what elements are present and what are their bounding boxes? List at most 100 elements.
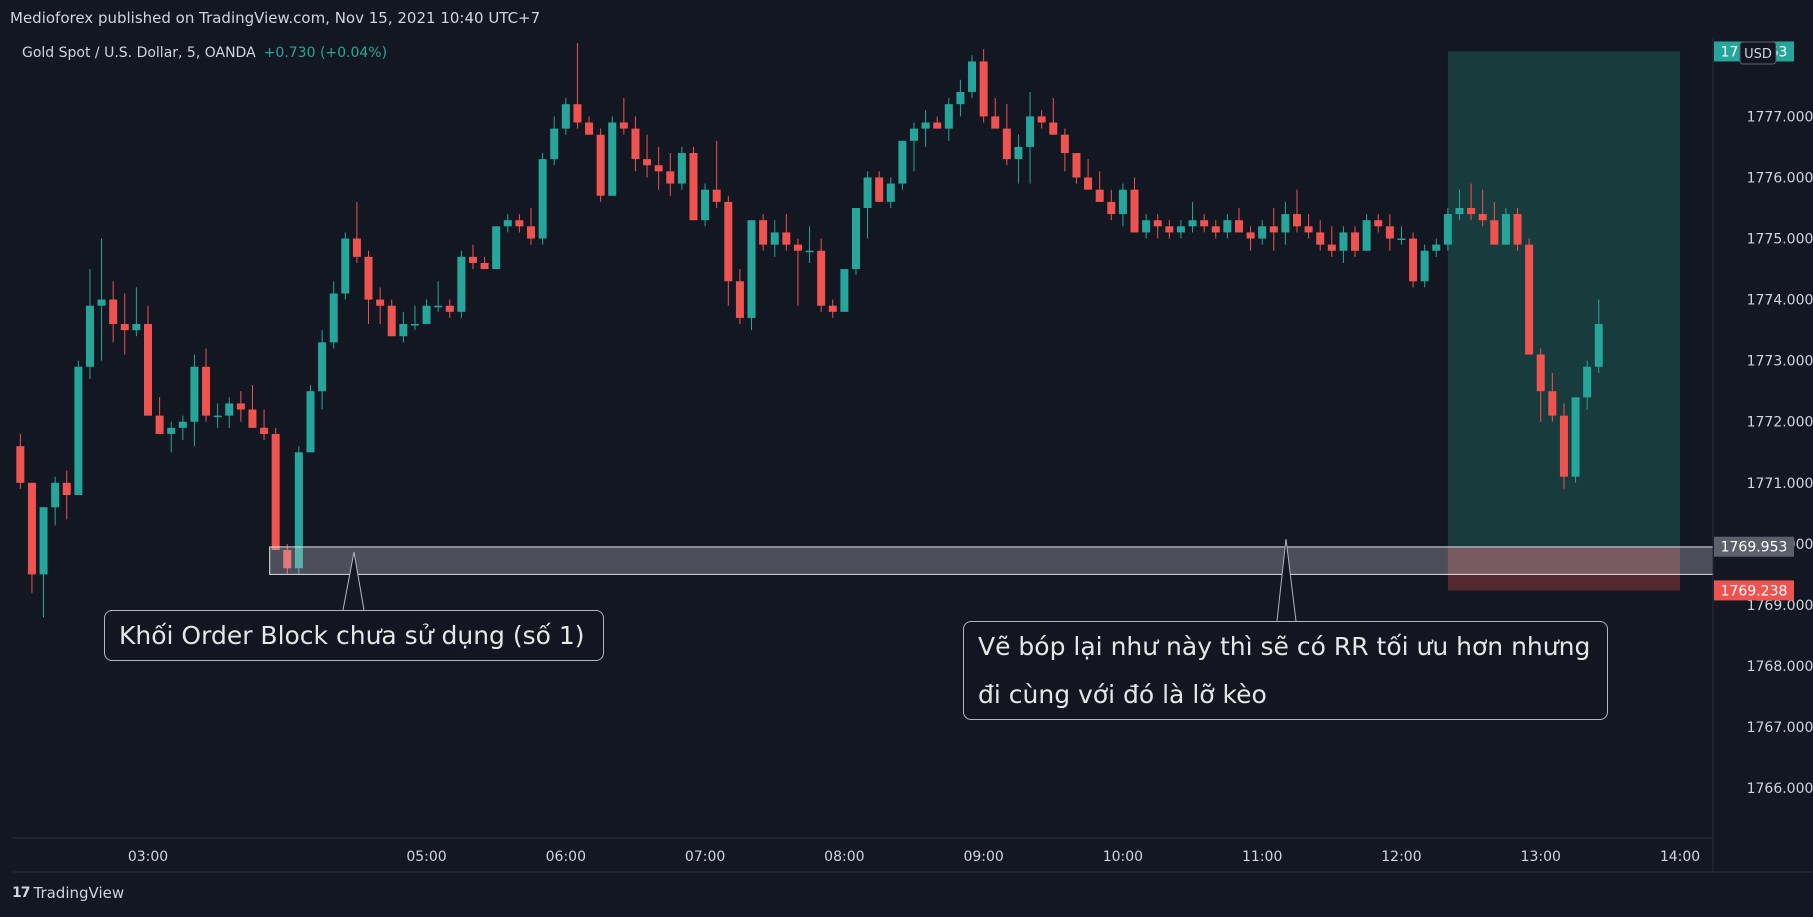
candle-body — [1107, 201, 1116, 215]
candle-down — [1490, 201, 1499, 245]
candle-down — [62, 470, 71, 520]
candle-body — [886, 183, 895, 202]
candle-body — [793, 244, 802, 251]
candle-down — [1049, 98, 1058, 135]
candle-up — [85, 269, 94, 379]
tradingview-brand[interactable]: 17 TradingView — [12, 884, 124, 902]
brand-name: TradingView — [33, 884, 125, 902]
candle-body — [1142, 220, 1151, 233]
candle-body — [236, 403, 245, 410]
candle-down — [1351, 226, 1360, 257]
rr-note-callout[interactable]: Vẽ bóp lại như này thì sẽ có RR tối ưu h… — [963, 621, 1608, 720]
candle-up — [910, 122, 918, 172]
candle-body — [1432, 244, 1441, 251]
price-tag-bg — [1714, 580, 1794, 601]
candle-body — [1501, 214, 1510, 245]
symbol-legend[interactable]: Gold Spot / U.S. Dollar, 5, OANDA +0.730 … — [22, 45, 387, 61]
candle-body — [515, 220, 524, 227]
candle-up — [225, 397, 234, 428]
candle-body — [1060, 134, 1069, 154]
candle-body — [596, 134, 605, 196]
candle-body — [863, 177, 872, 208]
candle-up — [1571, 397, 1580, 483]
candle-body — [828, 305, 837, 312]
stop-zone — [1447, 546, 1680, 591]
candle-body — [770, 232, 779, 245]
candle-up — [863, 171, 872, 239]
candle-body — [74, 366, 83, 496]
callout-pointer — [342, 551, 365, 611]
candle-body — [747, 220, 756, 318]
candle-down — [1084, 159, 1093, 190]
candle-up — [434, 281, 443, 312]
candle-down — [724, 195, 733, 306]
candle-body — [1014, 146, 1023, 160]
candle-up — [1583, 360, 1592, 410]
candle-down — [1327, 226, 1336, 257]
candle-body — [468, 256, 477, 263]
candle-body — [271, 433, 280, 550]
candle-up — [1223, 214, 1232, 239]
candle-body — [689, 153, 698, 221]
rr-note-line-1: Vẽ bóp lại như này thì sẽ có RR tối ưu h… — [978, 632, 1591, 661]
candle-down — [1548, 372, 1557, 422]
candle-down — [712, 140, 721, 208]
candle-up — [1339, 226, 1348, 263]
tradingview-logo-icon: 17 — [12, 885, 31, 901]
candle-down — [480, 256, 489, 270]
candle-body — [1513, 214, 1522, 245]
candle-body — [735, 281, 744, 318]
candle-body — [16, 446, 25, 483]
candle-body — [1176, 226, 1185, 233]
candle-down — [468, 244, 477, 270]
candle-down — [585, 116, 594, 135]
candle-up — [1362, 214, 1371, 251]
time-tick-label: 10:00 — [1103, 849, 1143, 865]
symbol-name: Gold Spot / U.S. Dollar, 5, OANDA — [22, 45, 256, 61]
candle-down — [666, 153, 675, 196]
candle-body — [631, 128, 640, 160]
time-tick-label: 11:00 — [1242, 849, 1282, 865]
entry-price-tag: 1769.953 — [1714, 536, 1794, 557]
candle-down — [573, 43, 582, 129]
candle-up — [492, 226, 501, 270]
candle-body — [109, 299, 118, 325]
candle-body — [51, 482, 60, 508]
candle-down — [236, 391, 245, 422]
candle-down — [271, 427, 280, 550]
candle-up — [1455, 189, 1464, 221]
price-tick-label: 1777.000 — [1747, 109, 1813, 125]
candle-body — [1246, 232, 1255, 239]
price-tick-label: 1773.000 — [1747, 354, 1813, 370]
candle-body — [213, 415, 222, 418]
time-tick-label: 14:00 — [1660, 849, 1700, 865]
candle-up — [1176, 220, 1185, 239]
candle-up — [944, 98, 953, 141]
candle-down — [735, 269, 744, 325]
candle-body — [167, 427, 176, 434]
candle-body — [1281, 214, 1290, 233]
candle-body — [1362, 220, 1371, 251]
candle-up — [1188, 201, 1197, 233]
candle-body — [527, 226, 535, 239]
candle-body — [1490, 220, 1499, 245]
candle-body — [1536, 354, 1545, 392]
candle-body — [817, 250, 826, 306]
candle-body — [1037, 116, 1046, 123]
candle-down — [16, 433, 25, 489]
candle-down — [144, 305, 152, 416]
order-block-callout[interactable]: Khối Order Block chưa sử dụng (số 1) — [104, 610, 604, 661]
candle-body — [27, 482, 36, 575]
candle-body — [1409, 238, 1418, 282]
candle-body — [921, 122, 930, 129]
candle-down — [387, 299, 396, 337]
candle-up — [1432, 238, 1441, 257]
time-tick-label: 07:00 — [685, 849, 725, 865]
candle-body — [968, 61, 977, 92]
candle-body — [480, 262, 489, 270]
candle-down — [1269, 207, 1278, 251]
candle-down — [1153, 214, 1162, 239]
candle-down — [1130, 177, 1139, 233]
candle-down — [875, 171, 884, 202]
